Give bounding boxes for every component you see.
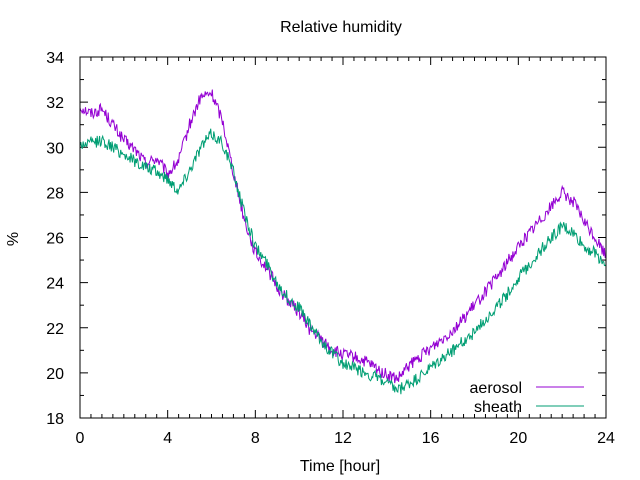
y-tick-label: 24 xyxy=(46,276,64,293)
series-line-aerosol xyxy=(79,89,607,384)
y-tick-label: 26 xyxy=(46,231,64,248)
y-tick-label: 34 xyxy=(46,50,64,67)
chart-title: Relative humidity xyxy=(280,19,402,36)
series-lines xyxy=(79,89,607,395)
y-tick-label: 30 xyxy=(46,140,64,157)
x-tick-label: 16 xyxy=(422,430,440,447)
axis-ticks: 0 4 8 12 16 20 24 18 20 22 24 26 28 30 32 34 xyxy=(46,50,615,447)
y-tick-label: 32 xyxy=(46,95,64,112)
x-axis-label: Time [hour] xyxy=(300,458,380,475)
x-tick-label: 0 xyxy=(76,430,85,447)
y-tick-label: 28 xyxy=(46,185,64,202)
plot-border xyxy=(79,56,607,419)
y-axis-label: % xyxy=(5,232,22,246)
y-tick-label: 22 xyxy=(46,321,64,338)
x-tick-label: 24 xyxy=(597,430,615,447)
legend-label-aerosol: aerosol xyxy=(470,380,522,397)
y-tick-label: 20 xyxy=(46,366,64,383)
x-tick-label: 12 xyxy=(334,430,352,447)
series-line-sheath xyxy=(79,128,607,395)
legend-label-sheath: sheath xyxy=(474,399,522,416)
legend: aerosol sheath xyxy=(470,380,584,416)
x-tick-label: 8 xyxy=(251,430,260,447)
x-tick-label: 4 xyxy=(163,430,172,447)
y-tick-label: 18 xyxy=(46,411,64,428)
x-tick-label: 20 xyxy=(509,430,527,447)
